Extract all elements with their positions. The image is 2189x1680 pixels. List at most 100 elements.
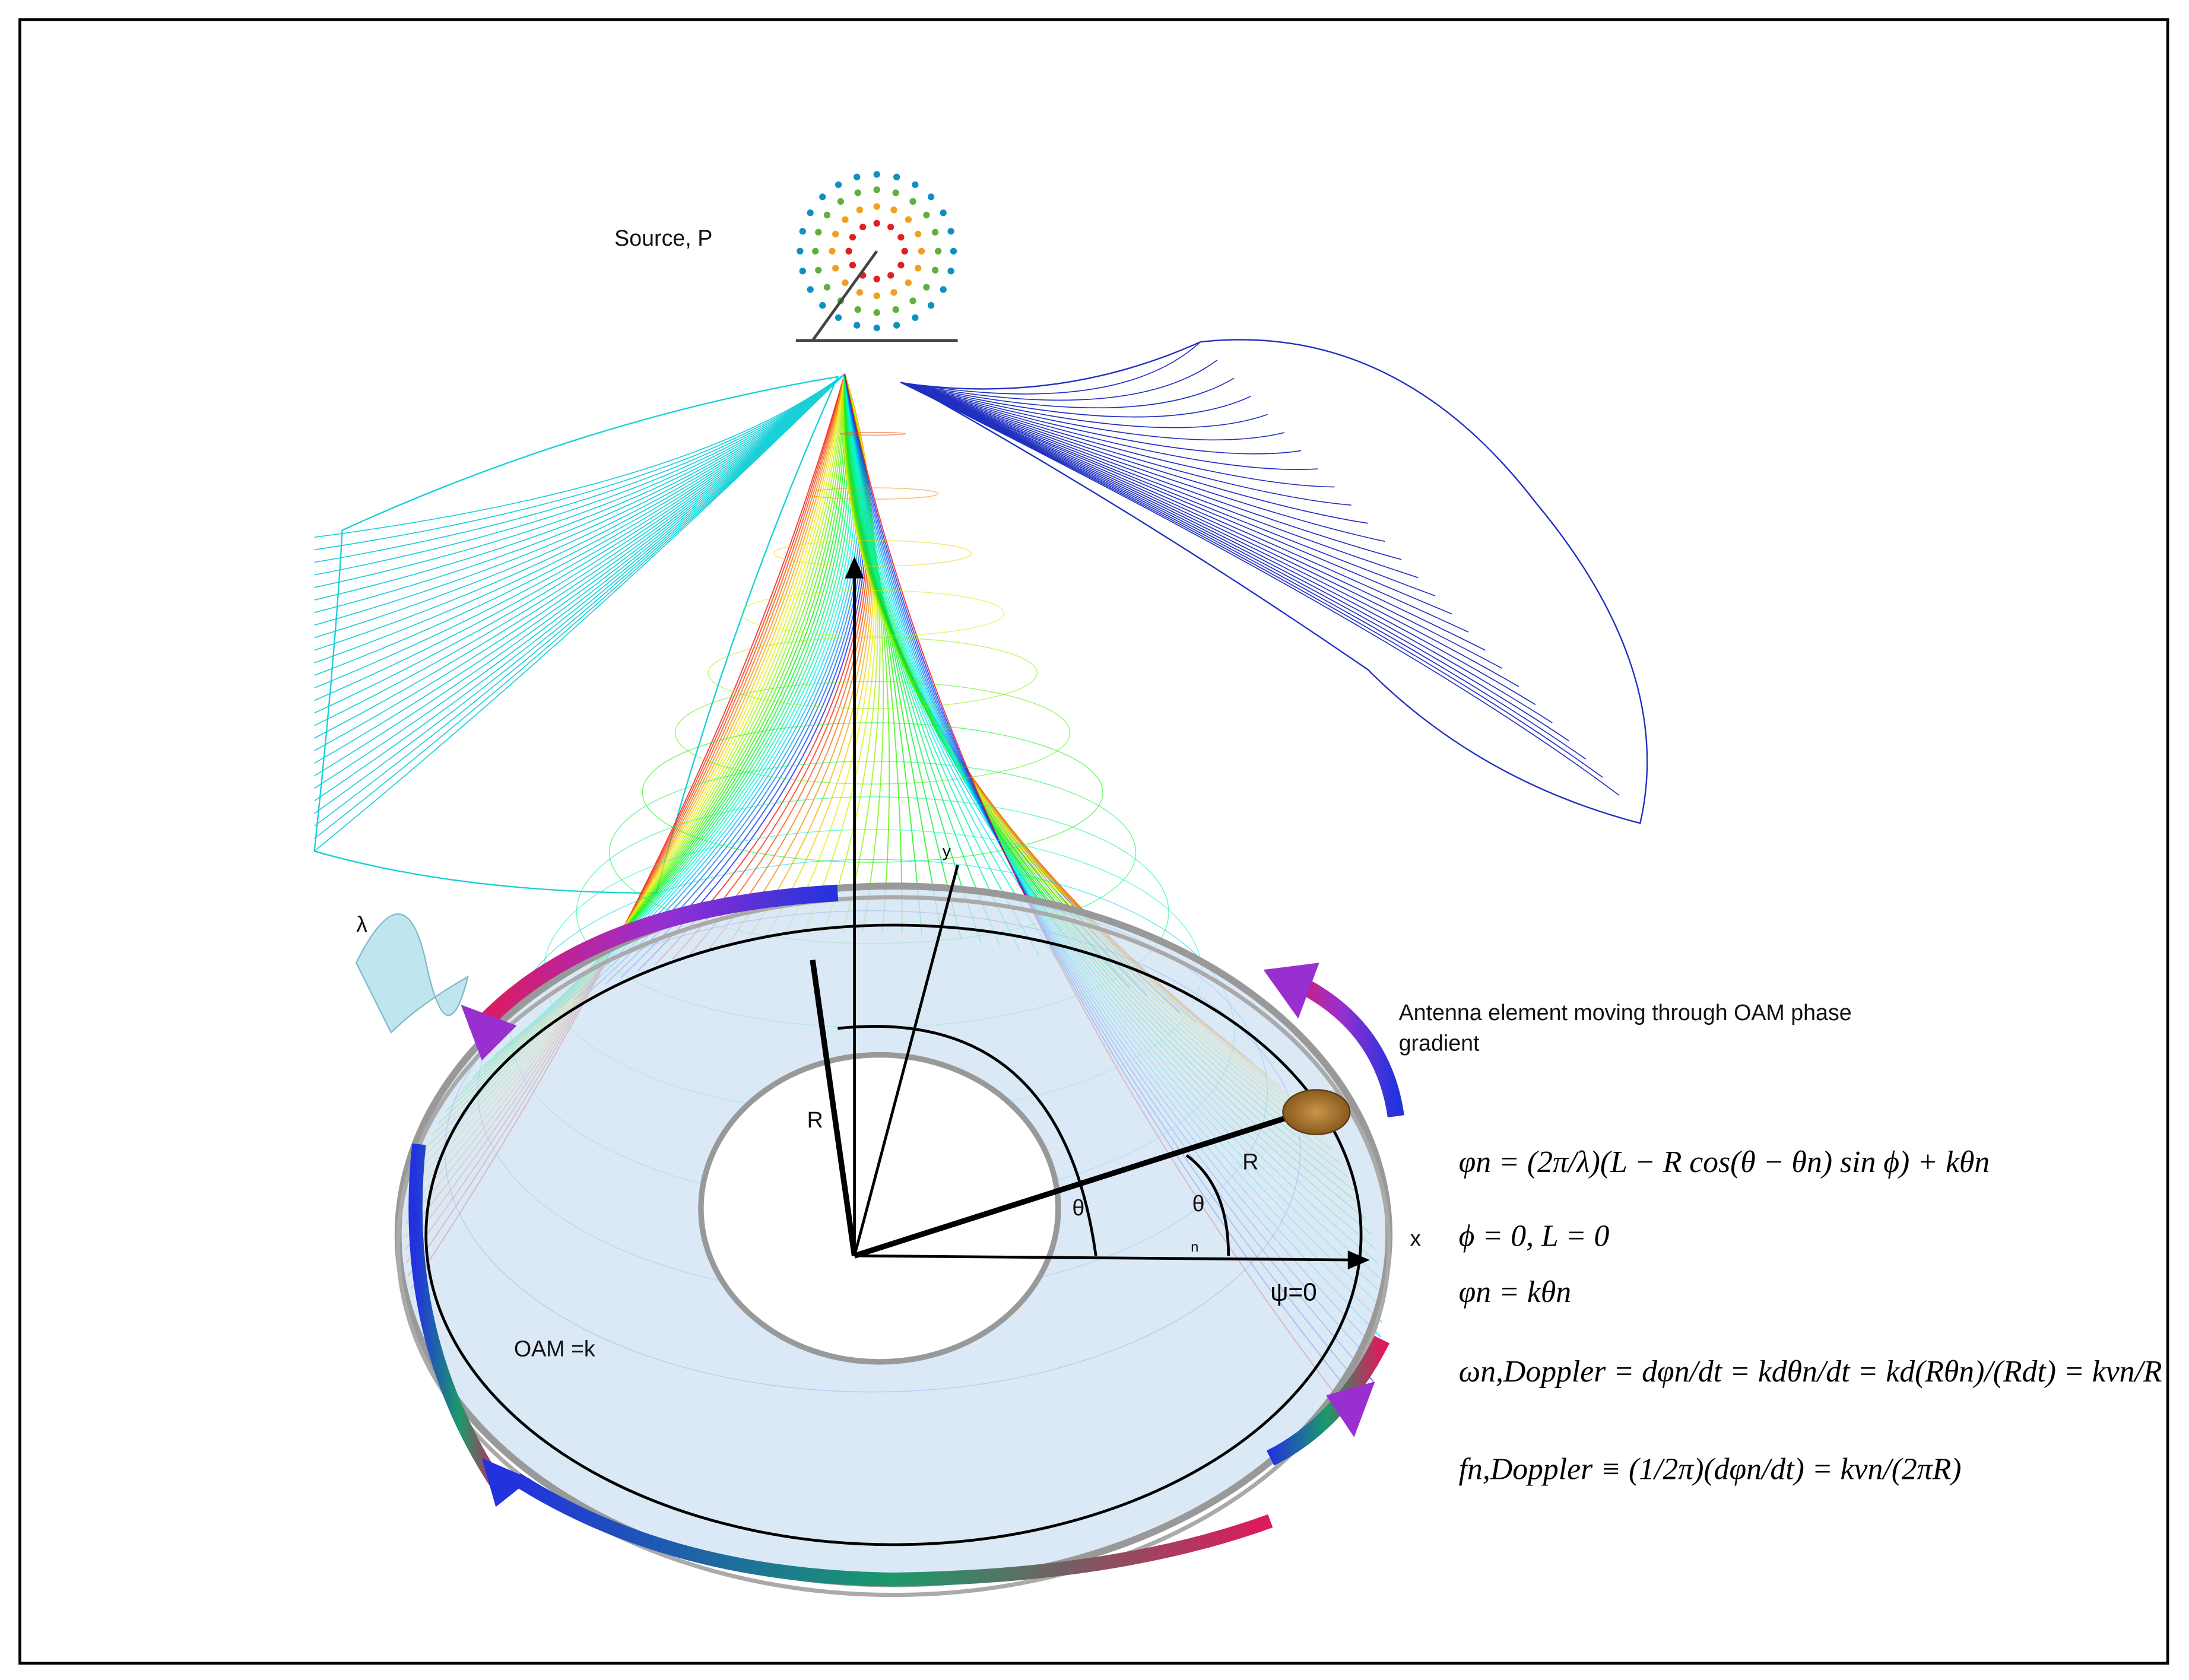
angle-arc	[1185, 1154, 1230, 1256]
array-element	[807, 209, 814, 217]
arrow-head	[1347, 1250, 1370, 1270]
mesh-line	[314, 373, 845, 576]
array-element	[905, 279, 912, 287]
mesh-line	[900, 382, 1553, 723]
array-element	[912, 181, 919, 188]
array-element	[931, 228, 939, 236]
y-axis-label: y	[943, 841, 951, 860]
mesh-line	[900, 382, 1284, 441]
mesh-line	[314, 373, 845, 538]
array-element	[940, 286, 947, 293]
array-element	[940, 209, 947, 217]
array-element	[887, 272, 894, 279]
array-element	[887, 223, 894, 231]
array-element	[823, 284, 831, 291]
mesh-line	[314, 373, 845, 802]
array-element	[897, 234, 905, 241]
mesh-line	[900, 382, 1502, 669]
equation: φn = (2π/λ)(L − R cos(θ − θn) sin ϕ) + k…	[1459, 1145, 1990, 1179]
arrow-head	[1263, 963, 1319, 1019]
source-label: Source, P	[614, 226, 712, 250]
mesh-line	[900, 382, 1620, 796]
oam-arrow	[408, 1143, 509, 1497]
array-element	[947, 268, 954, 275]
array-element	[815, 228, 822, 236]
mesh-ring	[708, 637, 1038, 709]
array-element	[873, 186, 880, 193]
array-element	[812, 247, 819, 255]
oam-arrow	[468, 884, 839, 1039]
array-element	[890, 207, 897, 214]
mesh-line	[314, 373, 845, 726]
antenna-label: gradient	[1399, 1031, 1480, 1056]
theta-n-label: θ	[1192, 1191, 1205, 1216]
array-element	[897, 262, 905, 269]
array-element	[854, 306, 861, 313]
mesh-line	[900, 382, 1419, 579]
array-element	[845, 247, 852, 255]
array-element	[947, 228, 954, 235]
angle-arc	[837, 1025, 1097, 1256]
array-element	[854, 173, 861, 180]
oam-label: OAM =k	[514, 1336, 595, 1361]
psi-label: ψ=0	[1270, 1278, 1316, 1306]
x-axis-label: x	[1410, 1226, 1421, 1251]
array-element	[873, 220, 880, 227]
array-element	[873, 309, 880, 316]
array-element	[856, 289, 864, 296]
radius-line	[810, 960, 858, 1256]
radius-line	[854, 1113, 1292, 1259]
y-axis	[853, 865, 959, 1256]
array-element	[893, 173, 900, 180]
array-element	[915, 230, 922, 238]
mesh-line	[314, 373, 845, 614]
array-element	[799, 268, 806, 275]
mesh-ring	[642, 722, 1103, 863]
array-element	[829, 247, 836, 255]
radius-label: R	[1242, 1149, 1258, 1174]
array-element	[873, 324, 880, 332]
theta-label: θ	[1072, 1195, 1084, 1220]
array-element	[873, 171, 880, 178]
mesh-line	[900, 382, 1436, 596]
mesh-line	[900, 382, 1569, 742]
mesh-line	[900, 382, 1536, 706]
mesh-line	[314, 373, 845, 651]
mesh-line	[900, 382, 1469, 633]
array-element	[901, 247, 908, 255]
orbit	[424, 923, 1363, 1546]
mesh-line	[314, 373, 845, 551]
mesh-ring	[674, 681, 1071, 785]
mesh-line	[314, 373, 845, 814]
array-element	[859, 223, 867, 231]
mesh-line	[314, 373, 845, 789]
wave-icon	[355, 913, 469, 1034]
array-element	[835, 181, 842, 188]
array-element	[797, 247, 804, 255]
radius-label: R	[807, 1107, 823, 1132]
mesh-ring	[839, 431, 906, 436]
oam-arrow	[513, 1473, 1273, 1587]
array-element	[815, 266, 822, 274]
mesh-line	[314, 373, 845, 839]
array-element	[842, 216, 849, 223]
array-element	[935, 247, 942, 255]
array-element	[835, 314, 842, 321]
mesh-ring	[806, 487, 939, 500]
array-element	[923, 211, 930, 219]
array-element	[909, 198, 916, 205]
arrow-head	[481, 1458, 531, 1507]
array-element	[927, 302, 935, 309]
array-element	[842, 279, 849, 287]
mesh-line	[900, 382, 1603, 778]
mesh-line	[900, 382, 1402, 560]
mesh-line	[900, 382, 1251, 418]
array-element	[873, 292, 880, 300]
mesh-line	[314, 373, 845, 639]
array-element	[892, 189, 899, 196]
axes	[810, 556, 1370, 1270]
array-element	[854, 189, 861, 196]
array-element	[837, 198, 845, 205]
cyan-lobe	[313, 376, 839, 894]
